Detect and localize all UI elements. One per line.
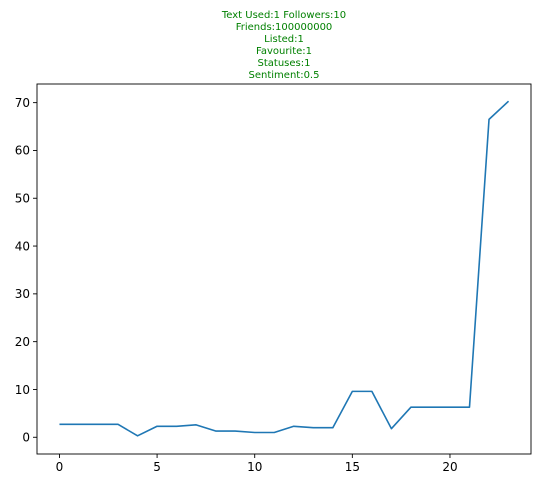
axes-frame bbox=[36, 83, 532, 455]
title-line-1: Friends:100000000 bbox=[236, 22, 333, 33]
x-tick-label: 15 bbox=[345, 460, 360, 474]
y-tick-label: 70 bbox=[15, 96, 30, 110]
title-line-5: Sentiment:0.5 bbox=[249, 70, 320, 81]
title-line-4: Statuses:1 bbox=[258, 58, 311, 69]
series-line-0 bbox=[59, 100, 510, 437]
x-tick-label: 5 bbox=[153, 460, 161, 474]
axes: 0 5 10 15 20 0 10 20 30 40 50 60 70 bbox=[15, 83, 532, 474]
title-line-3: Favourite:1 bbox=[256, 46, 312, 57]
plot-area bbox=[59, 100, 510, 437]
title-line-2: Listed:1 bbox=[264, 34, 304, 45]
x-tick-label: 20 bbox=[442, 460, 457, 474]
chart-title: Text Used:1 Followers:10Friends:10000000… bbox=[221, 10, 346, 81]
title-line-0: Text Used:1 Followers:10 bbox=[221, 10, 346, 21]
y-tick-label: 10 bbox=[15, 383, 30, 397]
x-tick-label: 0 bbox=[56, 460, 64, 474]
y-tick-label: 30 bbox=[15, 287, 30, 301]
y-tick-label: 60 bbox=[15, 144, 30, 158]
x-tick-label: 10 bbox=[247, 460, 262, 474]
y-tick-label: 50 bbox=[15, 192, 30, 206]
y-tick-label: 20 bbox=[15, 335, 30, 349]
y-tick-label: 0 bbox=[22, 431, 30, 445]
y-tick-label: 40 bbox=[15, 239, 30, 253]
